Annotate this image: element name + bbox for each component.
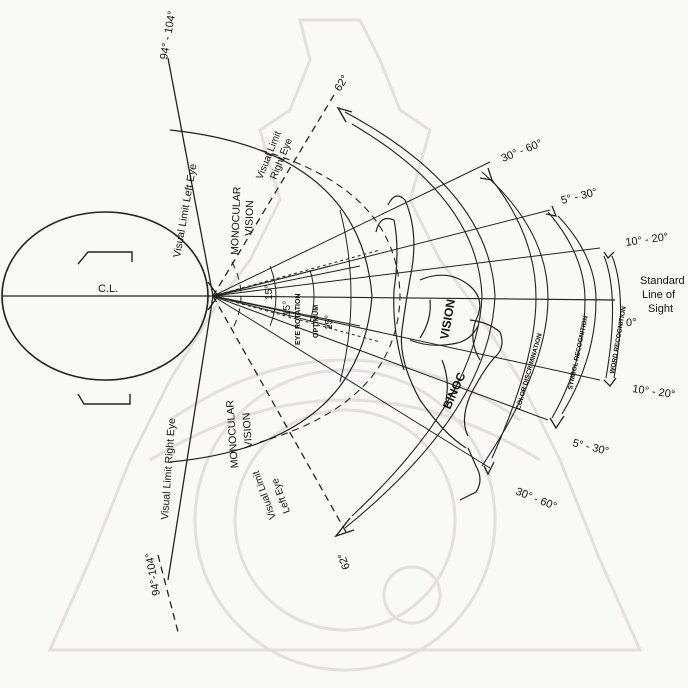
arc-62	[334, 106, 496, 538]
monocular-vision-upper-line1: MONOCULAR	[229, 186, 243, 255]
hand-sketch	[375, 195, 503, 501]
angle-15-b-label: 15°	[282, 301, 293, 316]
ear-lower	[77, 393, 131, 405]
angle-62-bottom-label: 62°	[336, 551, 353, 571]
symbol-recognition-label: SYMBOL RECOGNITION	[567, 315, 590, 390]
angle-5-30-bottom-label: 5° - 30°	[571, 437, 610, 458]
angle-30-60-bottom-label: 30° - 60°	[514, 486, 558, 513]
centre-line-label: C.L.	[98, 283, 118, 295]
eye-rotation-cone	[212, 265, 331, 327]
ear-upper	[77, 251, 133, 265]
word-arc	[603, 251, 622, 387]
angle-15-a-label: 15°	[264, 285, 275, 300]
lower-limit-extension	[157, 554, 179, 633]
monocular-vision-lower-line1: MONOCULAR	[224, 399, 241, 468]
top-angle-label: 94° - 104°	[158, 10, 178, 61]
word-recognition-label: WORD RECOGNITION	[609, 306, 628, 375]
labels: 94° - 104° 94°-104° Visual Limit Left Ey…	[98, 10, 685, 597]
standard-line-label-3: Sight	[648, 303, 673, 315]
symbol-arc	[545, 205, 597, 430]
field-arcs	[169, 129, 401, 463]
visual-limit-lines	[157, 57, 347, 633]
standard-line-label-1: Standard	[640, 275, 685, 287]
monocular-vision-upper-line2: VISION	[243, 200, 256, 236]
angle-30-60-top-label: 30° - 60°	[500, 138, 544, 165]
angle-10-20-top-label: 10° - 20°	[625, 231, 669, 249]
standard-line-label-2: Line of	[642, 289, 676, 301]
angle-0-label: 0°	[626, 317, 637, 329]
angle-15-c-label: 15°	[324, 315, 335, 330]
optimum-eye-rotation-line1: OPTIMUM	[313, 305, 320, 338]
optimum-eye-rotation-line2: EYE ROTATION	[295, 294, 302, 345]
bottom-angle-label: 94°-104°	[144, 552, 163, 596]
visual-limit-right-eye-label: Visual Limit Right Eye	[159, 418, 178, 521]
binocular-vision-label-1: VISION	[437, 298, 458, 341]
angle-5-30-top-label: 5° - 30°	[560, 186, 599, 207]
binocular-vision-label-2: BINOC	[440, 370, 469, 411]
angle-10-20-bottom-label: 10° - 20°	[632, 383, 676, 401]
binocular-arcs	[479, 167, 549, 476]
visual-limit-left-eye-label: Visual Limit Left Eye	[171, 163, 199, 259]
angle-62-top-label: 62°	[332, 73, 351, 93]
monocular-vision-lower-line2: VISION	[241, 412, 255, 448]
